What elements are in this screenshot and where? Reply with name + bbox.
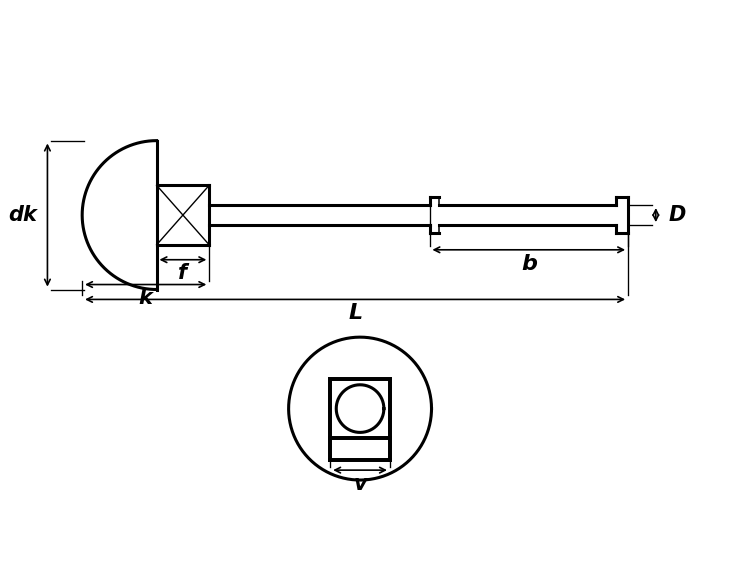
Text: f: f (178, 263, 188, 283)
Text: dk: dk (8, 205, 37, 225)
Bar (330, 379, 390, 438)
Text: v: v (353, 474, 367, 494)
Text: b: b (521, 254, 537, 274)
Text: L: L (348, 303, 362, 323)
Text: D: D (669, 205, 687, 225)
Text: k: k (139, 288, 152, 309)
